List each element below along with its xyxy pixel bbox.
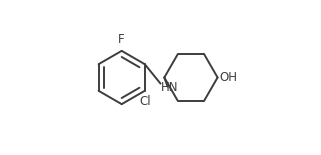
Text: Cl: Cl	[140, 95, 151, 108]
Text: F: F	[118, 33, 125, 46]
Text: HN: HN	[161, 81, 179, 94]
Text: OH: OH	[220, 71, 238, 84]
